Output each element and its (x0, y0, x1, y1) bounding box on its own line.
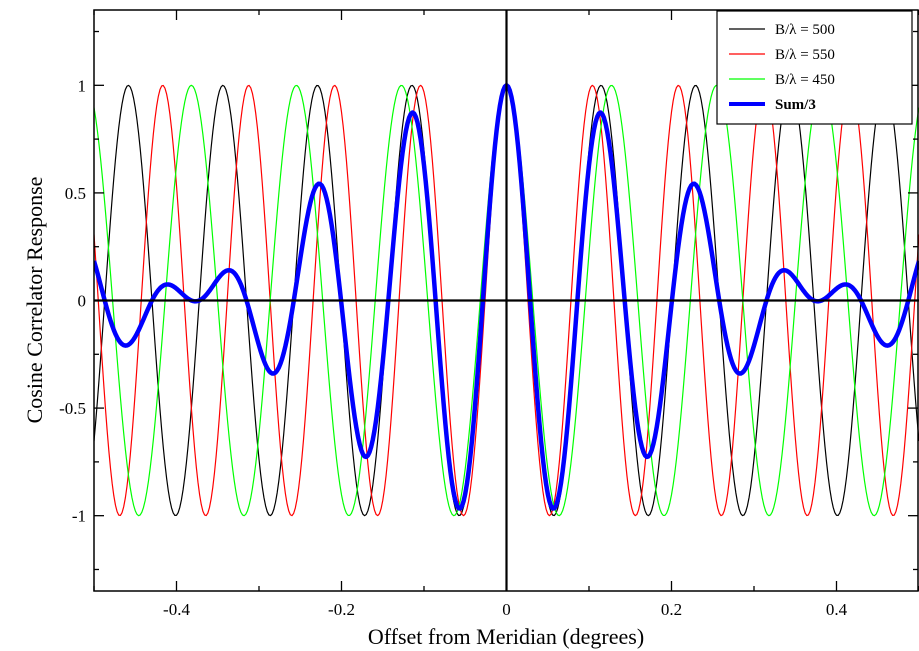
y-tick-label: 1 (78, 76, 87, 95)
legend-label-1: B/λ = 550 (775, 47, 835, 63)
y-tick-label: 0 (78, 292, 87, 311)
legend-label-2: B/λ = 450 (775, 72, 835, 88)
y-tick-label: -0.5 (59, 399, 86, 418)
y-tick-label: -1 (72, 507, 86, 526)
x-tick-labels: -0.4 -0.2 0 0.2 0.4 (163, 600, 848, 619)
y-axis-title: Cosine Correlator Response (22, 177, 47, 424)
y-tick-labels: -1 -0.5 0 0.5 1 (59, 76, 86, 525)
reference-lines (94, 10, 919, 591)
y-tick-label: 0.5 (65, 184, 86, 203)
legend-label-0: B/λ = 500 (775, 22, 835, 38)
x-tick-label: 0 (502, 600, 511, 619)
x-tick-label: -0.2 (328, 600, 355, 619)
x-tick-label: 0.2 (661, 600, 682, 619)
x-axis-title: Offset from Meridian (degrees) (368, 624, 644, 649)
x-tick-label: 0.4 (826, 600, 848, 619)
legend: B/λ = 500 B/λ = 550 B/λ = 450 Sum/3 (716, 10, 913, 125)
axes (93, 9, 919, 592)
x-tick-label: -0.4 (163, 600, 190, 619)
legend-label-3: Sum/3 (775, 97, 816, 113)
